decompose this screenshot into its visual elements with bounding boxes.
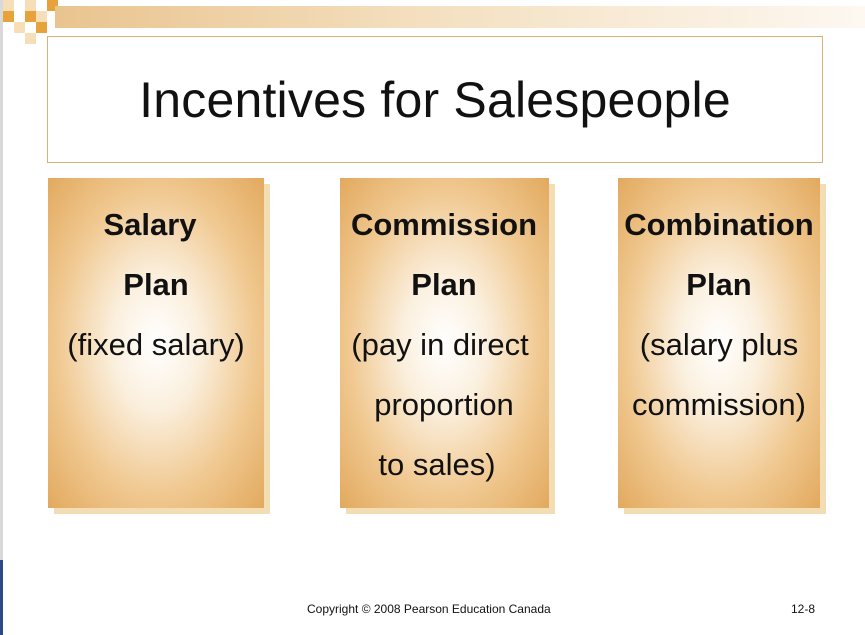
plan-description: to sales) [378,447,496,482]
deco-square [47,0,58,11]
footer-page-number: 12-8 [791,602,816,616]
deco-square [36,11,47,22]
plan-card-commission [340,178,549,508]
deco-square [3,11,14,22]
left-edge-dark-strip [0,560,3,635]
top-gradient-bar [55,6,865,28]
plan-label: Plan [123,267,189,302]
plan-name: Combination [624,207,814,242]
deco-square [14,0,25,11]
plan-label: Plan [411,267,477,302]
deco-square [25,33,36,44]
plan-name: Commission [350,207,538,242]
deco-square [14,22,25,33]
plan-card-combination [618,178,820,508]
plan-description: (pay in direct [351,327,529,362]
slide-title: Incentives for Salespeople [139,71,731,128]
plan-card-salary [48,178,264,508]
left-window-edge [0,0,3,635]
plan-label: Plan [686,267,752,302]
plan-description: (fixed salary) [67,327,245,362]
footer-copyright: Copyright © 2008 Pearson Education Canad… [307,602,551,616]
deco-square [36,22,47,33]
corner-decoration [3,0,73,45]
deco-square [25,11,36,22]
deco-square [25,0,36,11]
plan-name: Salary [103,207,197,242]
title-box: Incentives for Salespeople [47,36,823,163]
plan-description: (salary plus [639,327,799,362]
deco-square [3,0,14,11]
plan-description: proportion [374,387,514,422]
plan-description: commission) [632,387,806,422]
